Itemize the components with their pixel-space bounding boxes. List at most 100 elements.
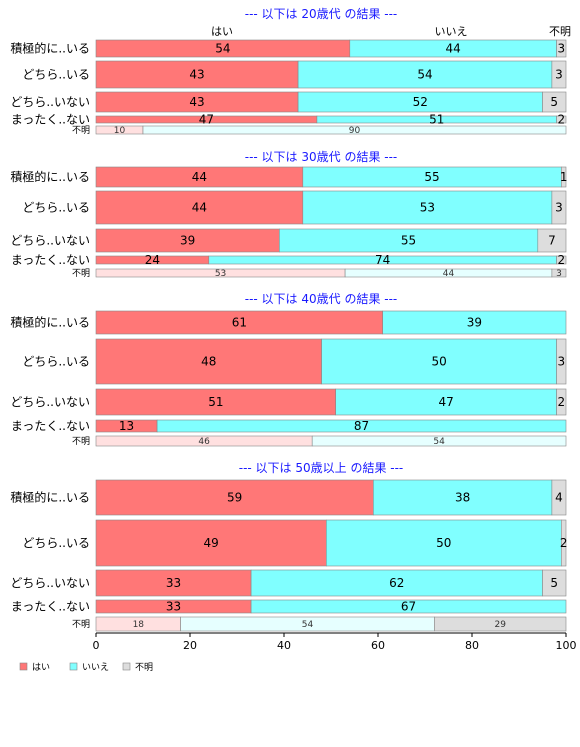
legend-label: はい (32, 662, 50, 673)
column-header: いいえ (435, 25, 468, 38)
data-label: 3 (557, 42, 565, 56)
data-label: 46 (198, 437, 210, 447)
category-label: 不明 (72, 436, 90, 447)
bar-segment-yes (95, 519, 327, 567)
bar-segment-no (250, 599, 567, 614)
panel-title: --- 以下は 30歳代 の結果 --- (245, 150, 398, 164)
panel-title: --- 以下は 40歳代 の結果 --- (245, 292, 398, 306)
data-label: 53 (215, 269, 226, 279)
bar-row: どちら..いない 39 55 7 (10, 228, 567, 253)
bar-row: まったく..ない 24 74 2 (11, 253, 567, 267)
data-label: 3 (555, 201, 563, 215)
panel-title: --- 以下は 20歳代 の結果 --- (245, 7, 398, 21)
legend-swatch (19, 662, 28, 671)
data-label: 47 (439, 395, 454, 409)
bar-row: まったく..ない 13 87 (11, 419, 567, 433)
bar-row: まったく..ない 33 67 (11, 599, 567, 614)
bar-segment-unknown (556, 255, 567, 265)
category-label: まったく..ない (11, 113, 90, 127)
data-label: 74 (375, 253, 390, 267)
bar-segment-unknown (551, 268, 567, 278)
data-label: 1 (560, 170, 568, 184)
category-label: どちら..いない (10, 395, 90, 409)
x-tick-label: 20 (183, 639, 197, 652)
bar-segment-unknown (542, 569, 567, 597)
bar-segment-yes (95, 338, 322, 385)
bar-segment-unknown (556, 388, 567, 416)
panel: --- 以下は 50歳以上 の結果 --- 積極的に..いる 59 38 4 どちら..い… (10, 461, 568, 632)
bar-segment-unknown (560, 519, 567, 567)
category-label: 積極的に..いる (10, 490, 90, 505)
data-label: 44 (446, 42, 461, 56)
bar-row: どちら..いない 51 47 2 (10, 388, 567, 416)
panel-title: --- 以下は 50歳以上 の結果 --- (239, 461, 404, 475)
data-label: 49 (204, 536, 219, 550)
legend-swatch (69, 662, 78, 671)
category-label: どちら..いない (10, 95, 90, 109)
data-label: 13 (119, 419, 134, 433)
bar-row: どちら..いない 33 62 5 (10, 569, 567, 597)
column-header: 不明 (549, 25, 571, 38)
bar-segment-unknown (551, 190, 567, 225)
data-label: 43 (189, 95, 204, 109)
panel: --- 以下は 30歳代 の結果 --- 積極的に..いる 44 55 1 どちら..いる… (10, 150, 567, 279)
bar-segment-no (156, 419, 567, 433)
column-header: はい (211, 25, 233, 38)
data-label: 55 (401, 234, 416, 248)
bar-row: 不明 18 54 29 (72, 616, 567, 632)
data-label: 2 (560, 536, 568, 550)
data-label: 29 (494, 620, 506, 630)
data-label: 48 (201, 355, 216, 369)
data-label: 18 (133, 620, 145, 630)
data-label: 90 (349, 126, 361, 136)
data-label: 33 (166, 600, 181, 614)
data-label: 54 (433, 437, 445, 447)
bar-row: 不明 10 90 (72, 125, 567, 136)
bar-segment-unknown (537, 228, 567, 253)
panel: --- 以下は 40歳代 の結果 --- 積極的に..いる 61 39 どちら..いる 4… (10, 292, 567, 447)
data-label: 67 (401, 600, 416, 614)
data-label: 62 (389, 576, 404, 590)
data-label: 5 (550, 95, 558, 109)
data-label: 43 (189, 68, 204, 82)
data-label: 51 (208, 395, 223, 409)
bar-row: 不明 46 54 (72, 435, 567, 447)
bar-segment-no (325, 519, 562, 567)
data-label: 2 (557, 113, 565, 127)
data-label: 50 (436, 536, 451, 550)
bar-row: どちら..いる 44 53 3 (22, 190, 567, 225)
x-tick-label: 100 (556, 639, 577, 652)
data-label: 33 (166, 576, 181, 590)
data-label: 10 (114, 126, 126, 136)
bar-segment-no (382, 310, 567, 335)
category-label: どちら..いる (22, 68, 90, 82)
bar-segment-unknown (434, 616, 567, 632)
bar-row: 積極的に..いる 54 44 3 (10, 39, 567, 58)
panel: --- 以下は 20歳代 の結果 ---積極的に..いる 54 44 3どちら..いる… (10, 7, 567, 136)
bar-segment-yes (95, 479, 374, 516)
category-label: どちら..いる (22, 536, 90, 550)
data-label: 2 (557, 253, 565, 267)
data-label: 44 (192, 201, 207, 215)
data-label: 51 (429, 113, 444, 127)
bar-row: 積極的に..いる 61 39 (10, 310, 567, 335)
data-label: 47 (199, 113, 214, 127)
x-tick-label: 0 (93, 639, 100, 652)
bar-segment-unknown (556, 115, 567, 124)
bar-row: どちら..いる 49 50 2 (22, 519, 568, 567)
data-label: 39 (467, 316, 482, 330)
category-label: 積極的に..いる (10, 315, 90, 330)
data-label: 54 (215, 42, 230, 56)
bar-segment-no (142, 125, 567, 135)
category-label: 不明 (72, 619, 90, 630)
category-label: どちら..いない (10, 576, 90, 590)
x-tick-label: 60 (371, 639, 385, 652)
data-label: 53 (420, 201, 435, 215)
bar-row: どちら..いる 43 54 3 (22, 60, 567, 89)
data-label: 38 (455, 491, 470, 505)
x-tick-label: 40 (277, 639, 291, 652)
data-label: 59 (227, 491, 242, 505)
category-label: 積極的に..いる (10, 169, 90, 184)
bar-segment-unknown (542, 91, 567, 113)
category-label: 不明 (72, 125, 90, 136)
